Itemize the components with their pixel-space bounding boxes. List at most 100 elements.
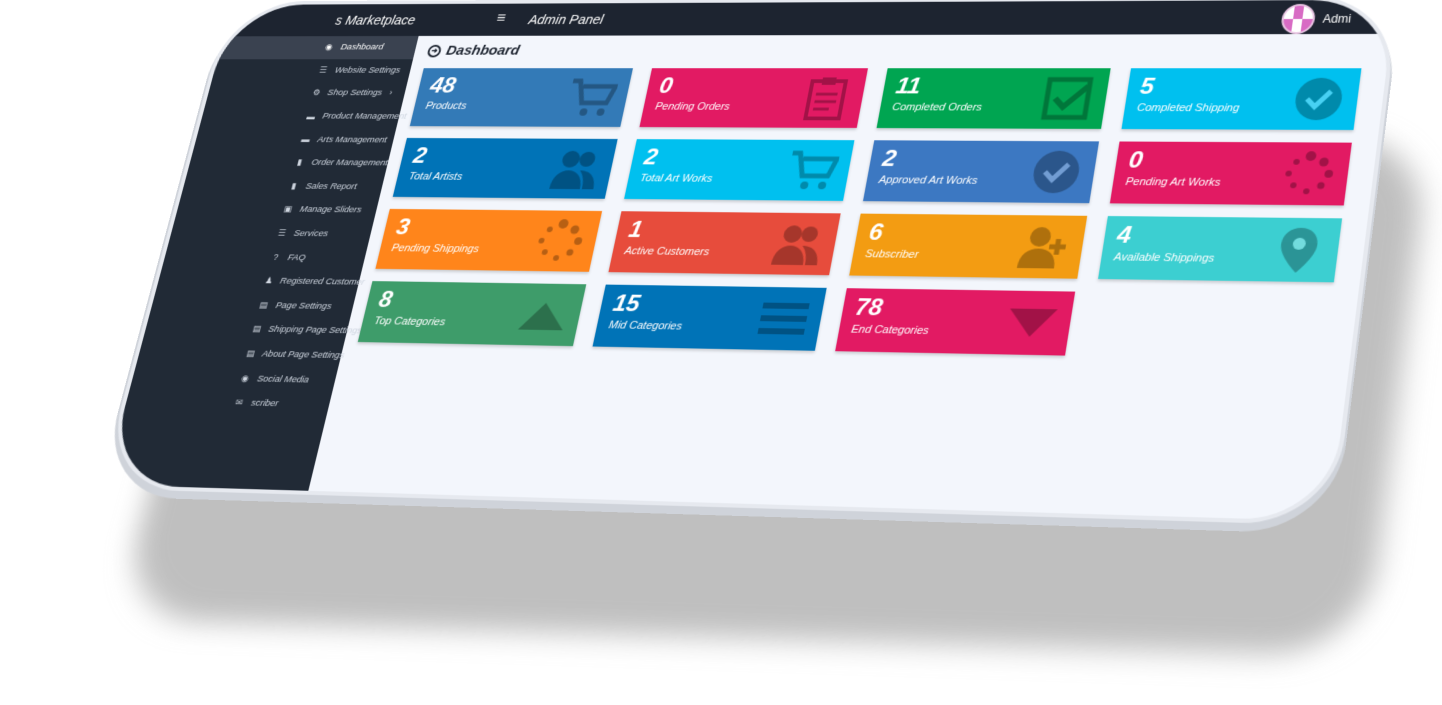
stat-card-pending-orders[interactable]: 0 Pending Orders [639,68,868,128]
sidebar-item-page-settings[interactable]: ▤ Page Settings [149,291,356,319]
sidebar-item-services[interactable]: ☰ Services [168,220,373,246]
envelope-icon: ✉ [234,397,244,408]
page-title: Dashboard [444,42,522,59]
question-icon: ? [272,252,280,262]
stat-label: Mid Categories [607,319,684,333]
sidebar-item-shop-settings[interactable]: ⚙ Shop Settings › [205,82,407,105]
stat-label: Subscriber [864,248,920,261]
sidebar-item-sales-report[interactable]: ▮ Sales Report [181,174,385,199]
stat-card-total-art-works[interactable]: 2 Total Art Works [624,139,855,201]
user-menu[interactable]: Admi [1279,3,1353,35]
cart-icon [783,147,841,193]
stat-value: 5 [1138,73,1156,100]
list-alt-icon: ▤ [251,324,263,334]
sidebar-item-label: Arts Management [316,134,389,145]
sidebar-item-label: Social Media [256,373,311,386]
stat-label: Active Customers [623,245,711,259]
user-name[interactable]: Admi [1321,12,1353,26]
stat-card-subscriber[interactable]: 6 Subscriber [849,213,1088,279]
stats-grid: 48 Products 0 Pending Orders 11 Completed Ord… [357,68,1362,360]
stat-label: End Categories [850,323,930,337]
stat-value: 3 [393,214,413,240]
users-icon: ♟ [264,275,274,286]
chevron-right-icon: › [388,88,394,99]
stat-value: 2 [880,146,899,172]
globe-icon: ◉ [240,372,251,383]
main-content: ➜ Dashboard 48 Products 0 Pending Orders 11 C… [308,34,1391,521]
panel-title: Admin Panel [527,12,605,27]
stat-card-top-categories[interactable]: 8 Top Categories [357,281,587,347]
users-icon [547,146,605,191]
shopping-bag-icon: ▬ [305,111,317,121]
users-icon [769,220,828,267]
sidebar-item-arts-management[interactable]: ▬ Arts Management [193,127,396,151]
sidebar-item-product-management[interactable]: ▬ Product Management [199,104,408,128]
sidebar-item-scriber[interactable]: ✉ scriber [123,388,332,417]
list-alt-icon: ▤ [245,348,257,359]
caret-up-icon [514,291,573,338]
stat-value: 11 [893,73,924,100]
dashboard-icon: ◉ [324,42,334,52]
stat-card-available-shippings[interactable]: 4 Available Shippings [1098,216,1343,283]
gears-icon: ⚙ [311,88,322,98]
stat-value: 4 [1115,222,1134,249]
sidebar-item-dashboard[interactable]: ◉ Dashboard [217,35,419,59]
stat-value: 6 [866,219,886,246]
stat-card-end-categories[interactable]: 78 End Categories [835,288,1076,356]
stat-card-active-customers[interactable]: 1 Active Customers [608,211,841,276]
stat-value: 2 [641,144,661,171]
stat-card-pending-art-works[interactable]: 0 Pending Art Works [1109,141,1352,206]
sidebar-item-manage-sliders[interactable]: ▣ Manage Sliders [175,197,380,223]
stat-label: Pending Shippings [390,242,481,256]
avatar[interactable] [1279,3,1317,35]
sidebar-item-label: Page Settings [274,300,333,312]
list-icon: ☰ [277,228,287,238]
stat-card-total-artists[interactable]: 2 Total Artists [392,137,618,199]
stat-card-completed-shipping[interactable]: 5 Completed Shipping [1121,68,1362,130]
stat-label: Completed Orders [891,101,983,114]
user-plus-icon [1014,223,1073,271]
sidebar-item-label: Services [292,228,330,240]
sidebar-item-label: Order Management [310,157,389,169]
sidebar-item-faq[interactable]: ? FAQ [162,244,368,271]
sidebar-item-registered-customer[interactable]: ♟ Registered Customer [156,268,366,295]
check-square-icon [1039,76,1097,122]
stat-label: Pending Orders [654,101,731,113]
sidebar-item-label: Product Management [321,111,408,122]
bars-icon [754,295,813,343]
image-icon: ▣ [282,204,294,214]
sidebar-item-label: Registered Customer [278,276,366,288]
spinner-icon [1279,150,1338,197]
check-circle-icon [1289,76,1348,122]
sidebar-item-label: FAQ [286,252,307,263]
stat-label: Pending Art Works [1124,176,1222,189]
stat-card-approved-art-works[interactable]: 2 Approved Art Works [862,140,1100,204]
stat-label: Products [424,100,468,112]
briefcase-icon: ▬ [300,134,311,144]
stat-label: Total Art Works [638,172,714,185]
stat-value: 0 [657,73,676,99]
stat-card-mid-categories[interactable]: 15 Mid Categories [592,284,827,351]
caret-down-icon [1002,299,1062,348]
stat-value: 1 [626,217,645,243]
book-icon: ▮ [290,181,298,191]
stat-value: 78 [852,294,885,322]
stat-label: Approved Art Works [877,174,979,187]
clipboard-icon [797,76,855,121]
stat-label: Completed Shipping [1136,102,1241,115]
sliders-icon: ☰ [318,65,329,75]
sidebar-item-label: Dashboard [339,42,385,53]
stat-value: 15 [610,290,643,318]
list-alt-icon: ▤ [258,300,269,310]
hamburger-icon[interactable]: ≡ [494,10,508,26]
stat-card-completed-orders[interactable]: 11 Completed Orders [876,68,1111,129]
arrow-circle-icon: ➜ [426,44,443,57]
brand-title[interactable]: s Marketplace [334,12,418,28]
stat-label: Available Shippings [1112,251,1216,265]
stat-card-products[interactable]: 48 Products [409,68,633,127]
sidebar-item-order-management[interactable]: ▮ Order Management [187,150,391,175]
sidebar-item-website-settings[interactable]: ☰ Website Settings [212,59,414,82]
stat-label: Top Categories [372,315,447,329]
stat-value: 2 [410,143,430,169]
stat-card-pending-shippings[interactable]: 3 Pending Shippings [375,208,603,272]
